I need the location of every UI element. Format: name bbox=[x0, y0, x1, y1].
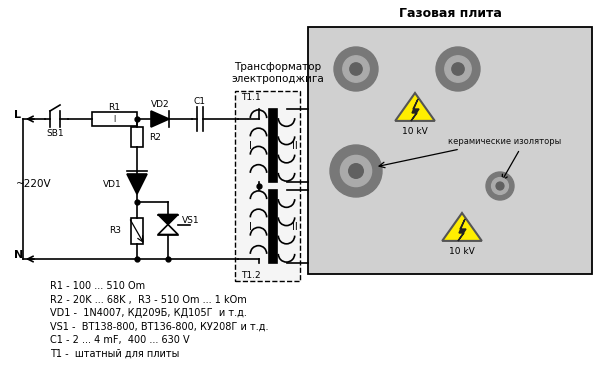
Text: R2: R2 bbox=[149, 133, 161, 142]
Text: VS1: VS1 bbox=[182, 216, 200, 225]
Polygon shape bbox=[158, 214, 178, 224]
Circle shape bbox=[452, 63, 464, 75]
Text: 10 kV: 10 kV bbox=[449, 247, 475, 256]
Text: T1 -  штатный для плиты: T1 - штатный для плиты bbox=[50, 349, 179, 359]
Text: C1: C1 bbox=[194, 96, 206, 105]
Circle shape bbox=[445, 56, 471, 82]
Circle shape bbox=[350, 63, 362, 75]
Text: VD1 -  1N4007, КД209Б, КД105Г  и т.д.: VD1 - 1N4007, КД209Б, КД105Г и т.д. bbox=[50, 308, 247, 318]
Text: L: L bbox=[14, 110, 21, 120]
Circle shape bbox=[496, 182, 504, 190]
Text: I: I bbox=[249, 221, 252, 231]
Circle shape bbox=[486, 172, 514, 200]
Bar bbox=[131, 217, 143, 244]
Text: R1 - 100 ... 510 Om: R1 - 100 ... 510 Om bbox=[50, 281, 145, 291]
Polygon shape bbox=[411, 99, 419, 121]
Bar bbox=[269, 190, 277, 263]
Circle shape bbox=[343, 56, 369, 82]
Text: 10 kV: 10 kV bbox=[402, 126, 428, 135]
Bar bbox=[235, 91, 300, 281]
Circle shape bbox=[340, 155, 371, 187]
Text: I: I bbox=[249, 140, 252, 151]
Bar bbox=[269, 109, 277, 182]
Text: N: N bbox=[14, 250, 23, 260]
Circle shape bbox=[330, 145, 382, 197]
Text: SB1: SB1 bbox=[46, 128, 64, 137]
Text: II: II bbox=[292, 221, 298, 231]
Text: Трансформатор
электроподжига: Трансформатор электроподжига bbox=[231, 62, 324, 84]
Bar bbox=[92, 112, 137, 126]
Text: II: II bbox=[292, 140, 298, 151]
Circle shape bbox=[349, 164, 363, 178]
Text: R1: R1 bbox=[109, 102, 121, 112]
Text: T1.2: T1.2 bbox=[241, 270, 260, 280]
Polygon shape bbox=[458, 219, 466, 241]
Bar bbox=[131, 127, 143, 147]
Text: керамические изоляторы: керамические изоляторы bbox=[448, 137, 562, 145]
Polygon shape bbox=[158, 224, 178, 235]
Text: VD1: VD1 bbox=[103, 179, 122, 189]
Text: R3: R3 bbox=[109, 226, 121, 235]
Text: T1.1: T1.1 bbox=[241, 93, 261, 102]
Text: ~220V: ~220V bbox=[16, 179, 52, 189]
Text: VD2: VD2 bbox=[151, 100, 169, 109]
Polygon shape bbox=[442, 213, 482, 241]
Polygon shape bbox=[395, 93, 435, 121]
Text: R2 - 20K ... 68K ,  R3 - 510 Om ... 1 kOm: R2 - 20K ... 68K , R3 - 510 Om ... 1 kOm bbox=[50, 294, 247, 305]
Text: Газовая плита: Газовая плита bbox=[398, 7, 502, 19]
Circle shape bbox=[436, 47, 480, 91]
Bar bbox=[308, 27, 592, 274]
Circle shape bbox=[334, 47, 378, 91]
Polygon shape bbox=[151, 111, 169, 127]
Polygon shape bbox=[127, 174, 147, 194]
Text: VS1 -  ВТ138-800, ВТ136-800, КУ208Г и т.д.: VS1 - ВТ138-800, ВТ136-800, КУ208Г и т.д… bbox=[50, 321, 269, 331]
Text: I: I bbox=[113, 114, 116, 123]
Circle shape bbox=[491, 178, 508, 194]
Text: C1 - 2 ... 4 mF,  400 ... 630 V: C1 - 2 ... 4 mF, 400 ... 630 V bbox=[50, 335, 190, 345]
